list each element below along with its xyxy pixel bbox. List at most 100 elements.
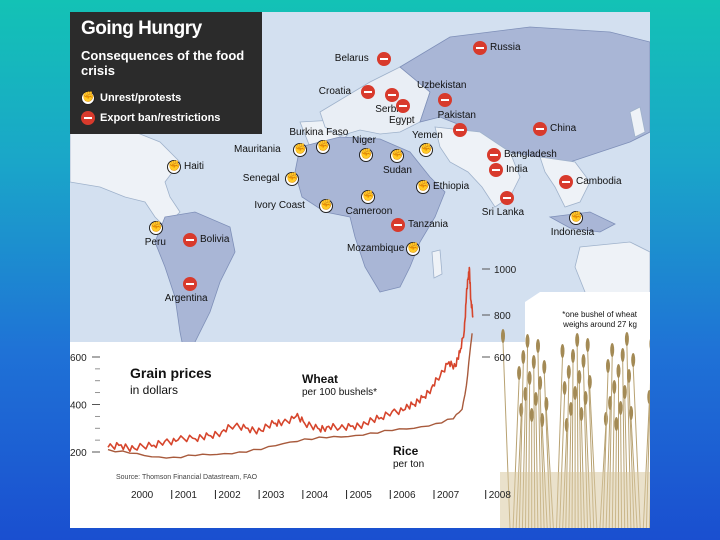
title-legend-box: Going Hungry Consequences of the food cr…: [70, 12, 262, 134]
fist-icon: ✊: [149, 221, 163, 235]
food-crisis-figure: Going Hungry Consequences of the food cr…: [70, 12, 650, 528]
field-ground: [500, 472, 650, 528]
wheat-ear: [573, 386, 578, 400]
country-label: Mauritania: [234, 144, 281, 155]
country-label: Ivory Coast: [254, 200, 305, 211]
wheat-ear: [533, 392, 538, 406]
wheat-ear: [566, 365, 571, 379]
country-label: Bangladesh: [504, 149, 557, 160]
wheat-ear: [542, 360, 547, 374]
ban-icon: [183, 277, 197, 291]
country-label: India: [506, 164, 528, 175]
country-label: Croatia: [318, 86, 352, 97]
country-label: Yemen: [412, 130, 443, 141]
wheat-ear: [527, 371, 532, 385]
ban-icon: [489, 163, 503, 177]
japan-landmass: [629, 106, 646, 138]
fist-icon: ✊: [406, 242, 420, 256]
x-axis-year-label: 2008: [489, 490, 512, 501]
ban-icon: [361, 85, 375, 99]
chart-title: Grain prices: [130, 365, 212, 381]
fist-icon: ✊: [319, 199, 333, 213]
ban-icon: [183, 233, 197, 247]
country-label: Niger: [352, 135, 376, 146]
wheat-ear: [614, 417, 619, 431]
country-label: Egypt: [389, 115, 415, 126]
country-label: Indonesia: [550, 227, 595, 238]
figure-title: Going Hungry: [81, 18, 202, 39]
fist-icon: ✊: [359, 148, 373, 162]
wheat-ear: [606, 359, 610, 373]
ban-icon: [533, 122, 547, 136]
wheat-ear: [523, 387, 528, 401]
x-axis-year-label: 2000: [131, 490, 154, 501]
right-axis-tick-label: 800: [494, 311, 511, 322]
chart-source: Source: Thomson Financial Datastream, FA…: [116, 474, 258, 481]
wheat-ear: [618, 401, 623, 415]
wheat-ear: [501, 329, 505, 343]
country-label: Argentina: [164, 293, 208, 304]
chart-panel: [70, 292, 650, 528]
country-label: Senegal: [242, 173, 280, 184]
country-label: Cambodia: [576, 176, 622, 187]
wheat-ear: [622, 385, 627, 399]
ban-icon: [396, 99, 410, 113]
wheat-ear: [538, 376, 543, 390]
country-label: Peru: [144, 237, 166, 248]
wheat-ear: [649, 339, 650, 349]
x-axis-year-label: 2005: [350, 490, 373, 501]
wheat-ear: [577, 370, 582, 384]
x-axis-year-label: 2007: [437, 490, 460, 501]
wheat-ear: [616, 364, 621, 378]
x-axis-year-label: 2004: [306, 490, 329, 501]
ban-icon: [487, 148, 501, 162]
left-axis-tick-label: 600: [70, 353, 87, 364]
country-label: Burkina Faso: [289, 127, 349, 138]
wheat-ear: [540, 413, 545, 427]
rice-series-unit: per ton: [393, 459, 425, 470]
wheat-ear: [612, 380, 617, 394]
fist-icon: ✊: [419, 143, 433, 157]
x-axis-year-label: 2002: [218, 490, 241, 501]
country-label: Pakistan: [437, 110, 476, 121]
wheat-ear: [624, 332, 629, 346]
wheat-ear: [631, 353, 636, 367]
wheat-series-label: Wheat: [302, 372, 338, 386]
country-label: Sri Lanka: [481, 207, 525, 218]
fist-icon: ✊: [416, 180, 430, 194]
country-label: Serbia: [375, 104, 405, 115]
ban-icon: [377, 52, 391, 66]
country-label: Uzbekistan: [417, 80, 467, 91]
country-label: Haiti: [184, 161, 205, 172]
left-axis-tick-label: 200: [70, 448, 87, 459]
madagascar-landmass: [431, 249, 443, 279]
legend-label-ban: Export ban/restrictions: [100, 112, 221, 124]
fist-icon: ✊: [81, 91, 95, 105]
rice-series-label: Rice: [393, 444, 419, 458]
wheat-ear: [579, 407, 584, 421]
country-label: China: [550, 123, 577, 134]
wheat-ear: [587, 375, 592, 389]
ban-icon: [438, 93, 452, 107]
wheat-ear: [575, 333, 580, 347]
wheat-ear: [531, 355, 536, 369]
fist-icon: ✊: [316, 140, 330, 154]
country-label: Bolivia: [200, 234, 230, 245]
chart-subtitle: in dollars: [130, 383, 179, 397]
fist-icon: ✊: [167, 160, 181, 174]
wheat-ear: [560, 344, 565, 358]
legend-label-unrest: Unrest/protests: [100, 92, 182, 104]
wheat-ear: [585, 338, 590, 352]
legend-item-ban: Export ban/restrictions: [81, 111, 220, 125]
country-label: Mozambique: [347, 243, 405, 254]
ban-icon: [385, 88, 399, 102]
ban-icon: [453, 123, 467, 137]
ban-icon: [473, 41, 487, 55]
ban-icon: [391, 218, 405, 232]
wheat-ear: [529, 408, 534, 422]
country-label: Cameroon: [345, 206, 393, 217]
wheat-ear: [581, 354, 586, 368]
ban-icon: [500, 191, 514, 205]
wheat-ear: [571, 349, 575, 363]
legend-item-unrest: ✊ Unrest/protests: [81, 91, 181, 105]
